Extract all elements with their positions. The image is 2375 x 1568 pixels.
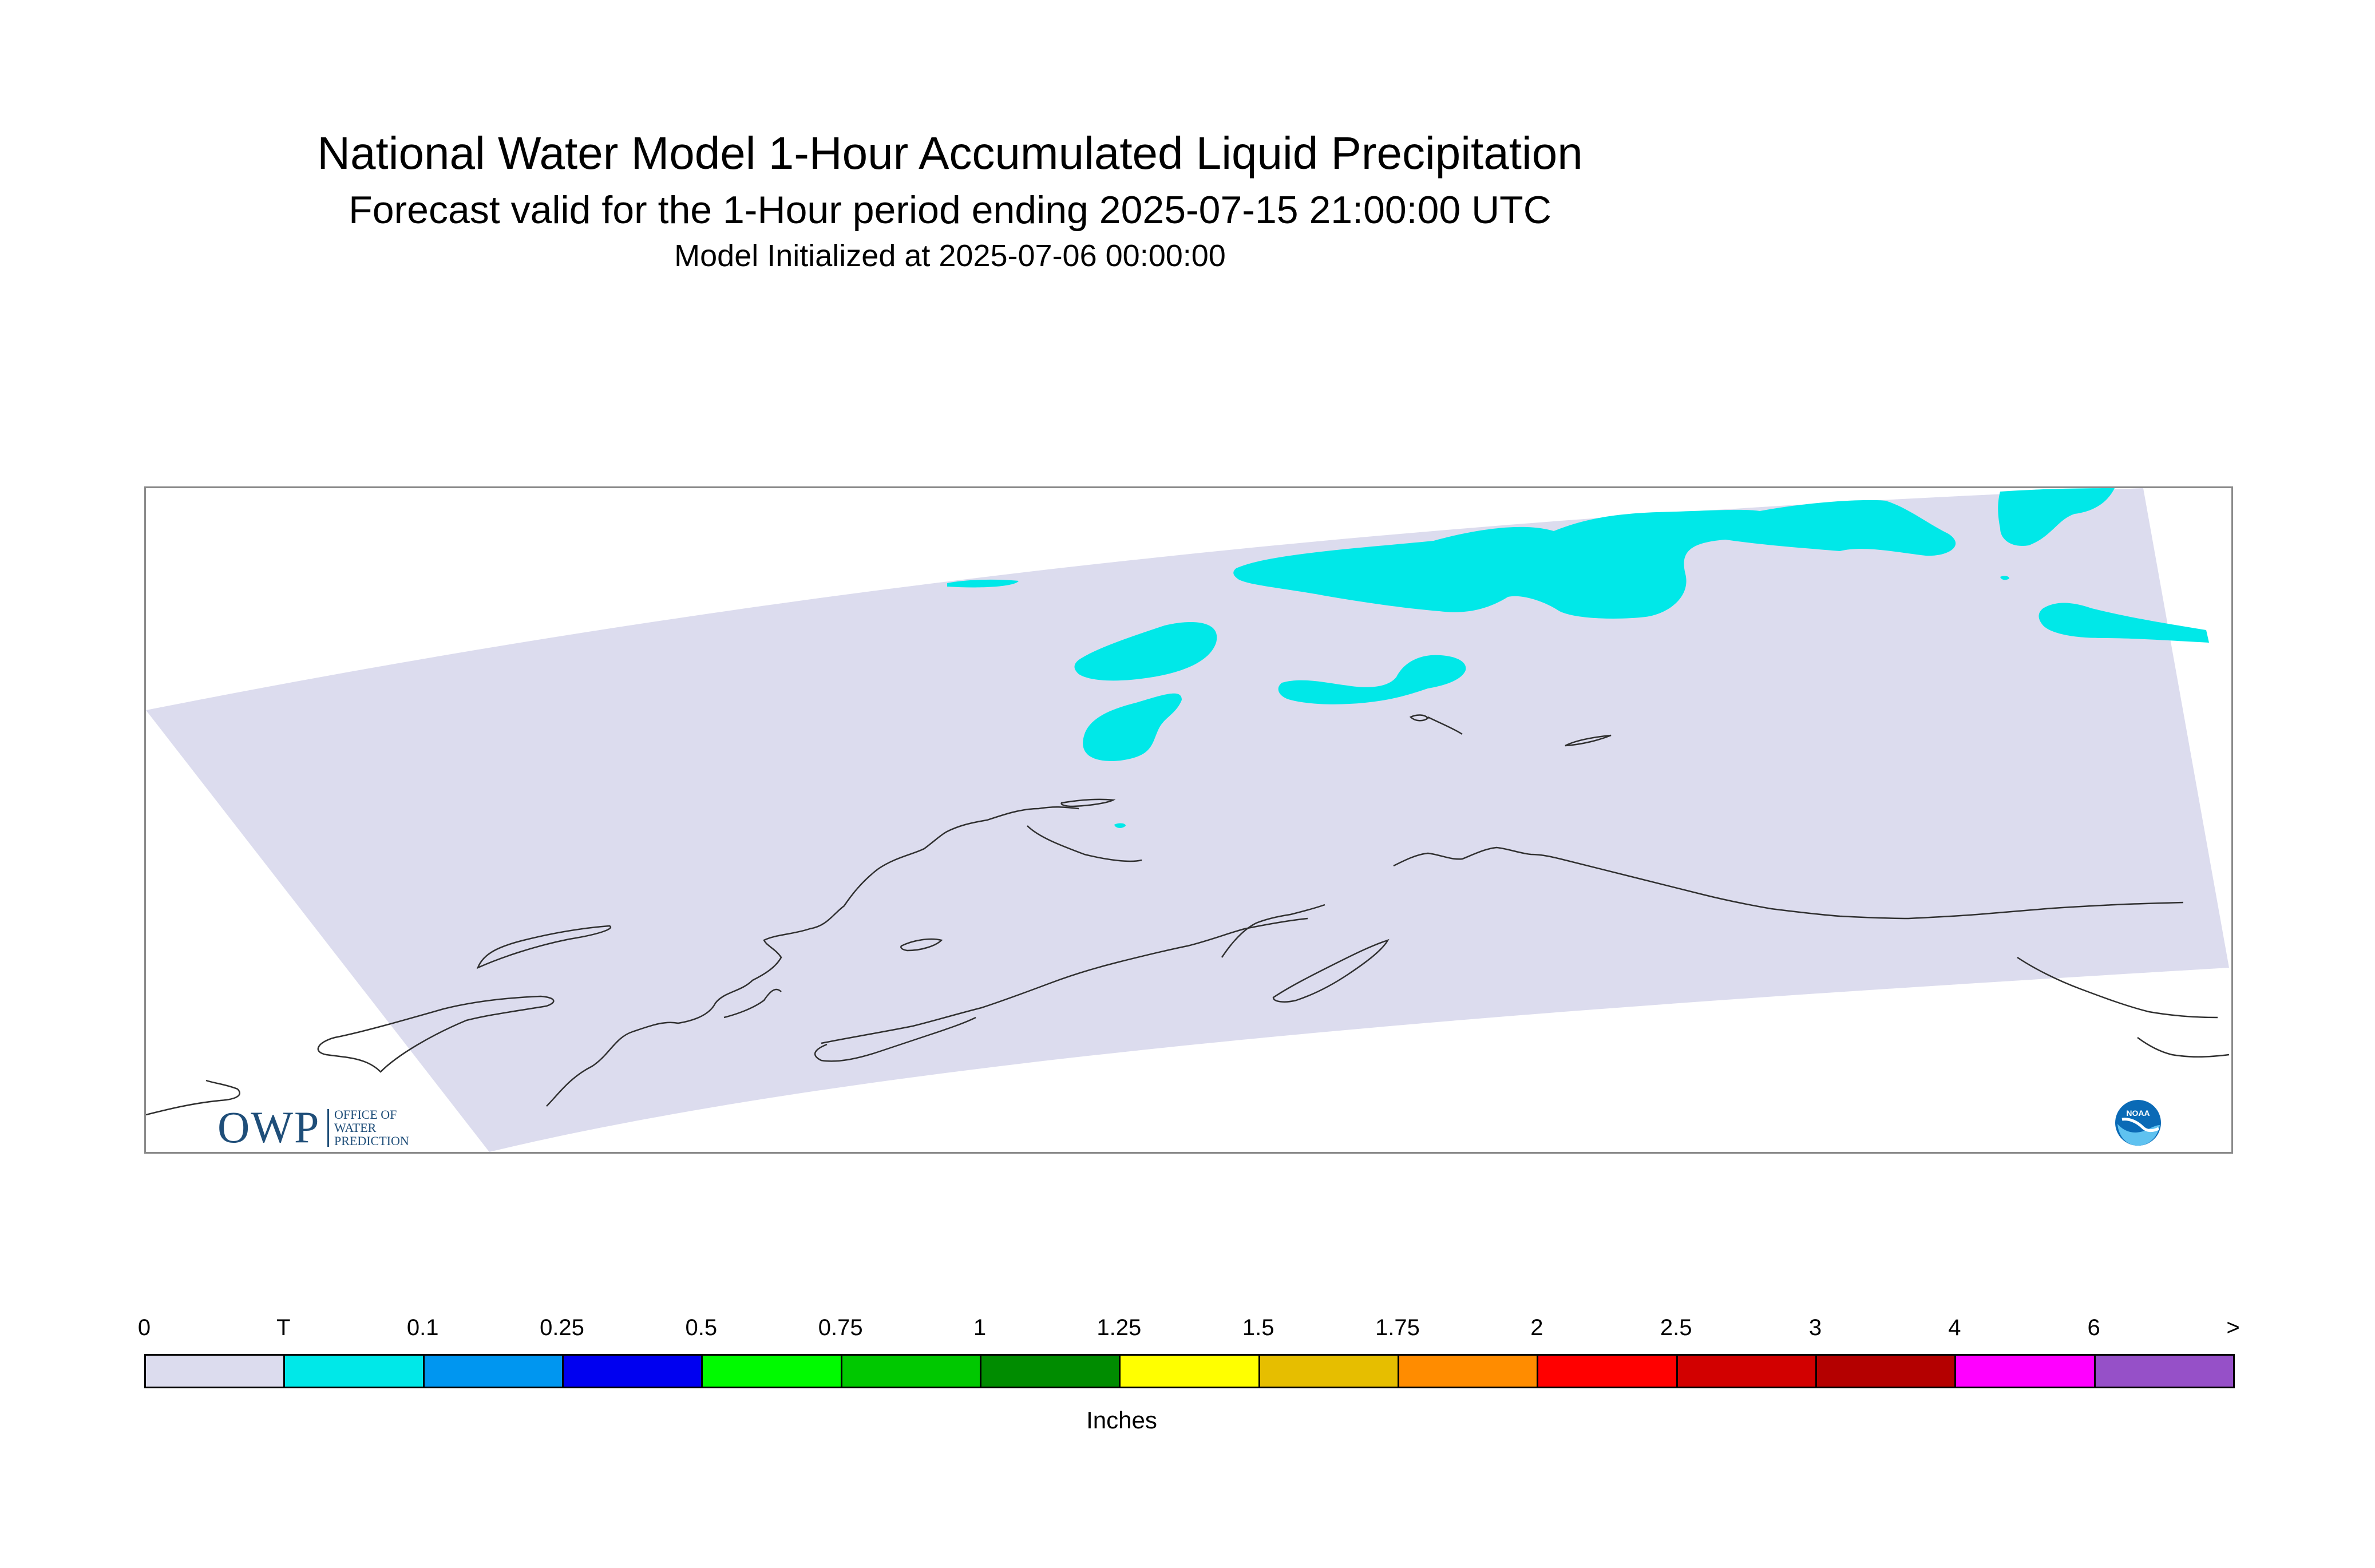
legend-swatch (562, 1354, 703, 1388)
noaa-logo-text: NOAA (2126, 1108, 2150, 1118)
coastline-bristol-bay (723, 988, 782, 1019)
legend-tick-label: 2.5 (1660, 1315, 1692, 1340)
coastline-southeast-alaska (2017, 956, 2218, 1019)
precip-blob-central-upper (1074, 621, 1217, 681)
precip-blob-dot-2 (2000, 576, 2009, 580)
noaa-logo: NOAA (2114, 1099, 2162, 1147)
coastline-west-peninsula (317, 995, 555, 1073)
precip-trace-areas (947, 488, 2209, 828)
legend-swatch (1815, 1354, 1957, 1388)
legend-tick-label: 0.1 (406, 1315, 439, 1340)
model-domain-area (146, 488, 2229, 1152)
legend-tick-label: 1 (973, 1315, 987, 1340)
legend-tick-label: 1.5 (1242, 1315, 1274, 1340)
legend-swatch (283, 1354, 425, 1388)
legend-swatch (1537, 1354, 1678, 1388)
legend-tick-label: 0.75 (818, 1315, 863, 1340)
coastline-prince-william-sound (1393, 846, 1566, 867)
owp-logo-line2: WATER (334, 1120, 377, 1135)
coastline-southeast-panhandle (2137, 1036, 2230, 1058)
owp-logo-divider (327, 1109, 329, 1147)
precip-blob-central-lower (1083, 693, 1182, 761)
legend-swatch (1398, 1354, 1539, 1388)
legend-tick-label: 4 (1948, 1315, 1961, 1340)
owp-logo-subtext: OFFICE OF WATER PREDICTION (334, 1108, 409, 1147)
legend-unit-label: Inches (1086, 1407, 1157, 1434)
legend-swatch (840, 1354, 981, 1388)
owp-logo-line1: OFFICE OF (334, 1107, 397, 1122)
legend-swatch (1954, 1354, 2096, 1388)
coastline-alaska-peninsula (821, 917, 1308, 1044)
coastline-small-island-b (1409, 714, 1429, 722)
legend-swatch (2093, 1354, 2235, 1388)
legend-swatch (1258, 1354, 1399, 1388)
precip-blob-dot-1 (1114, 823, 1126, 828)
owp-logo-line3: PREDICTION (334, 1134, 409, 1148)
legend-swatch (980, 1354, 1121, 1388)
map-title: National Water Model 1-Hour Accumulated … (317, 128, 1583, 179)
legend-tick-label: 2 (1530, 1315, 1543, 1340)
noaa-emblem-icon: NOAA (2115, 1100, 2161, 1146)
precip-blob-east-edge (2038, 603, 2209, 643)
coastline-small-island-a (1565, 734, 1612, 747)
precip-blob-north-small (947, 579, 1019, 588)
precip-blob-central-east (1278, 655, 1466, 704)
legend-swatch (422, 1354, 564, 1388)
coastline-seward-peninsula (476, 925, 612, 969)
legend-tick-label: > (2226, 1315, 2240, 1340)
precip-blob-northeast-large (1233, 500, 1956, 619)
legend-color-bar (144, 1354, 2235, 1388)
legend-tick-label: 6 (2087, 1315, 2100, 1340)
title-block: National Water Model 1-Hour Accumulated … (0, 0, 2375, 286)
coastline-mainland-west (546, 806, 1079, 1107)
coastline-inlet-feature (1427, 716, 1463, 735)
legend-tick-label: 0.5 (685, 1315, 718, 1340)
forecast-valid-subtitle: Forecast valid for the 1-Hour period end… (349, 188, 1551, 232)
legend-tick-label: 3 (1808, 1315, 1822, 1340)
legend-swatch (1119, 1354, 1260, 1388)
owp-logo: OWP OFFICE OF WATER PREDICTION (217, 1104, 446, 1150)
legend-swatch (144, 1354, 286, 1388)
color-legend: 0 T 0.1 0.25 0.5 0.75 1 1.25 1.5 1.75 2 2.5 3 4 6 > Inc… (0, 1305, 2375, 1454)
coastline-chukotka (146, 1079, 240, 1116)
coastline-cook-inlet (1221, 904, 1325, 958)
legend-tick-label: 1.75 (1375, 1315, 1420, 1340)
map-panel (144, 486, 2233, 1154)
coastline-nunivak-island (900, 938, 943, 952)
coastline-gulf-of-alaska (1565, 859, 2184, 920)
coastline-norton-sound (1027, 825, 1142, 862)
coastline-kodiak (1272, 939, 1390, 1003)
legend-swatch (1676, 1354, 1817, 1388)
legend-tick-label: 0.25 (540, 1315, 584, 1340)
legend-swatch (701, 1354, 842, 1388)
legend-tick-label: T (276, 1315, 291, 1340)
coastline-st-lawrence-island (1060, 798, 1116, 807)
precip-blob-northeast-edge (1998, 488, 2115, 546)
coastlines (146, 714, 2230, 1116)
alaska-map (146, 488, 2230, 1152)
owp-logo-letters: OWP (217, 1102, 320, 1152)
coastline-aleutian-chain (814, 1016, 976, 1062)
model-init-subtitle: Model Initialized at 2025-07-06 00:00:00 (674, 239, 1226, 273)
legend-tick-label: 0 (137, 1315, 151, 1340)
legend-tick-label: 1.25 (1097, 1315, 1142, 1340)
